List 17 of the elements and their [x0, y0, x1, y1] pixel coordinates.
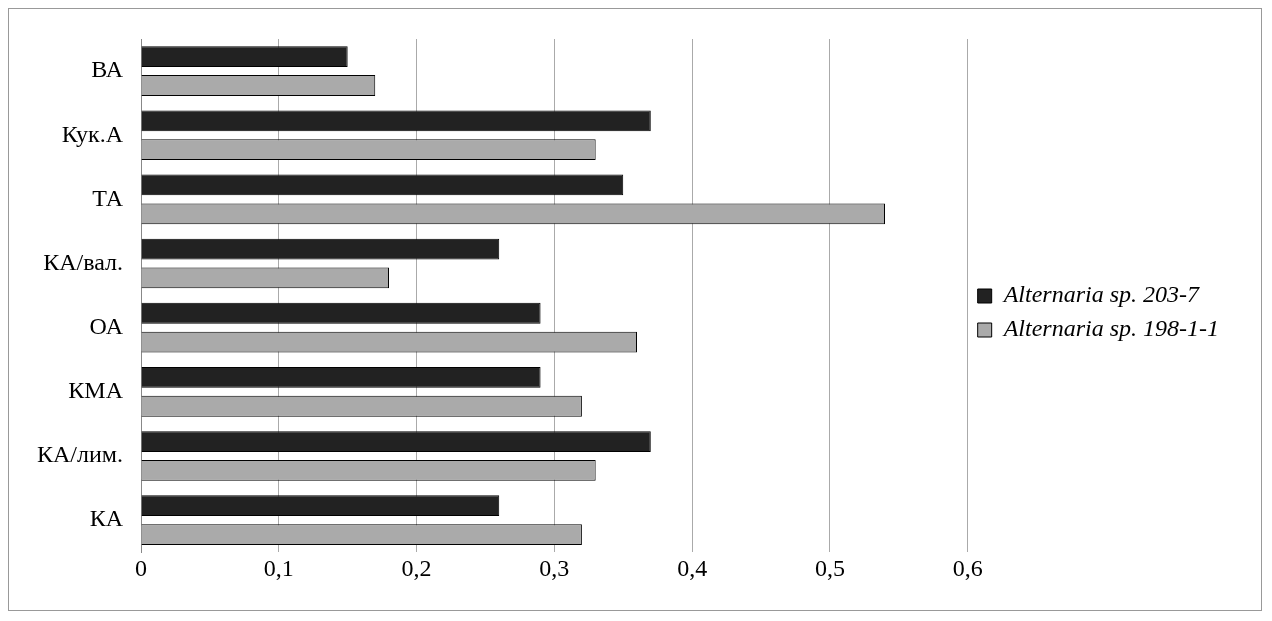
x-tick-label: 0,1: [263, 554, 294, 581]
x-tick-label: 0,6: [952, 554, 983, 581]
legend-label: Alternaria sp. 203-7: [1001, 281, 1201, 308]
y-tick-label: Кук.А: [61, 120, 124, 147]
y-tick-label: ТА: [92, 184, 124, 211]
y-tick-label: КА/вал.: [43, 248, 124, 275]
x-tick-label: 0,4: [677, 554, 708, 581]
legend-label: Alternaria sp. 198-1-1: [1001, 315, 1220, 342]
x-tick-label: 0: [135, 554, 148, 581]
y-tick-label: ОА: [89, 312, 124, 339]
x-tick-label: 0,5: [814, 554, 845, 581]
x-tick-label: 0,2: [401, 554, 432, 581]
y-tick-label: ВА: [91, 56, 124, 83]
y-tick-label: КМА: [68, 377, 124, 404]
y-tick-label: КА/лим.: [37, 441, 124, 468]
y-tick-label: КА: [89, 505, 124, 532]
x-tick-label: 0,3: [539, 554, 570, 581]
